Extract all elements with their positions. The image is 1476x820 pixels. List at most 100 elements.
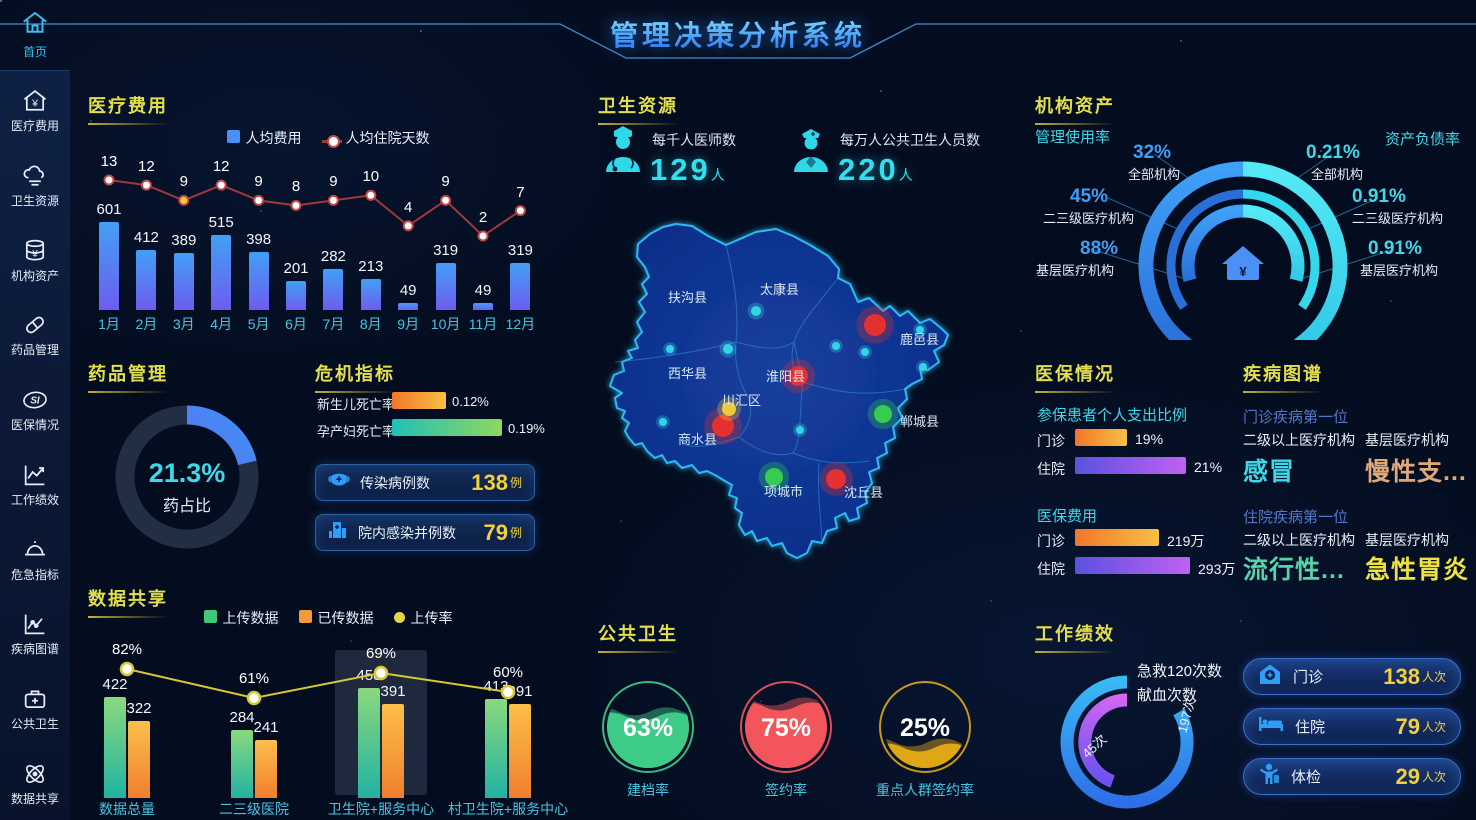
liquid-gauge-sign-rate[interactable]: 75% [738,679,834,775]
cost-bar[interactable] [99,222,119,310]
map-marker-yellow[interactable] [722,402,736,416]
sidebar-item-home[interactable]: 首页 [0,8,70,60]
sidebar-item-critical[interactable]: 危急指标 [11,536,59,582]
county-label: 鹿邑县 [900,332,939,347]
sidebar-item-data-share[interactable]: 数据共享 [11,760,59,806]
map-marker-green[interactable] [874,405,892,423]
transferred-bar[interactable] [509,704,531,798]
transferred-bar[interactable] [128,721,150,798]
map-marker-cyan[interactable] [832,342,840,350]
panel-title-insurance: 医保情况 [1035,360,1115,393]
map-outline[interactable] [609,223,949,559]
sidebar-item-public-health[interactable]: 公共卫生 [11,685,59,731]
crisis-bar-maternal[interactable] [392,419,502,436]
map-marker-cyan[interactable] [659,418,667,426]
insurance-bar[interactable] [1075,429,1127,446]
cost-bar[interactable] [286,281,306,310]
transferred-bar[interactable] [255,740,277,798]
cost-bar[interactable] [173,253,194,310]
sidebar-item-drug[interactable]: 药品管理 [11,311,59,357]
nurse-stat-value: 220人 [838,152,913,187]
infectious-cases-card[interactable]: 传染病例数 138 例 [315,464,535,501]
days-point-value: 8 [291,178,301,195]
house-yen-icon: ¥ [11,87,59,115]
map-marker-red[interactable] [788,366,808,386]
map-marker-red[interactable] [826,469,846,489]
map-marker-cyan[interactable] [751,306,761,316]
cost-bar[interactable] [323,269,344,310]
checkup-stat-card[interactable]: 体检 29 人次 [1243,758,1461,795]
cost-bar[interactable] [211,235,232,310]
legend-bar-swatch [226,130,240,143]
sidebar-item-performance[interactable]: 工作绩效 [11,461,59,507]
cost-bar[interactable] [248,252,269,310]
assets-callout-value: 0.91% [1368,238,1422,259]
liquid-gauge-key-group-rate[interactable]: 25% [877,679,973,775]
panel-title-public-health: 公共卫生 [598,620,678,653]
liquid-gauge-archive-rate[interactable]: 63% [600,679,696,775]
insurance-row-value: 293万 [1198,561,1236,577]
days-point-value: 9 [179,173,188,190]
assets-callout-label: 全部机构 [1128,167,1181,182]
hospital-infection-card[interactable]: 院内感染并例数 79 例 [315,514,535,551]
sidebar-item-disease[interactable]: 疾病图谱 [11,610,59,656]
transferred-bar[interactable] [382,704,404,798]
map-dots [656,302,930,496]
capsule-icon [11,311,59,339]
data-share-chart[interactable]: 422 322 数据总量 82% 284 241 二三级医院 61% 458 391 卫生院+服务中… [88,608,568,818]
map-marker-cyan[interactable] [796,426,804,434]
map-marker-cyan[interactable] [861,348,869,356]
panel-title-crisis: 危机指标 [315,360,395,393]
map-marker-cyan[interactable] [919,363,927,371]
disease-name: 流行性... [1243,556,1345,584]
sidebar-item-insurance[interactable]: SI 医保情况 [11,386,59,432]
assets-callout-label: 基层医疗机构 [1036,263,1115,278]
sidebar-item-assets[interactable]: ¥ 机构资产 [11,237,59,283]
insurance-bar[interactable] [1075,557,1190,574]
uploaded-bar[interactable] [104,697,126,798]
svg-text:SI: SI [30,396,40,407]
panel-title-disease: 疾病图谱 [1243,360,1323,393]
map-marker-cyan[interactable] [723,344,733,354]
cost-bar[interactable] [473,303,493,310]
insurance-bar[interactable] [1075,529,1159,546]
gauge-label: 建档率 [627,782,669,798]
cost-bar[interactable] [398,303,419,310]
cost-bar[interactable] [510,263,531,310]
insurance-section-header: 参保患者个人支出比例 [1037,407,1188,424]
category-label: 卫生院+服务中心 [327,801,435,817]
insurance-bar[interactable] [1075,457,1186,474]
inpatient-stat-card[interactable]: 住院 79 人次 [1243,708,1461,745]
map-marker-green[interactable] [765,468,783,486]
uploaded-bar[interactable] [485,699,507,798]
map-marker-red[interactable] [864,314,886,336]
map-marker-cyan[interactable] [666,345,674,353]
header-decor [0,23,1476,59]
assets-right-subtitle: 资产负债率 [1384,131,1460,148]
cost-bar-value: 201 [283,260,309,277]
cost-bar-value: 398 [246,231,272,248]
medkit-icon [11,685,59,713]
crisis-bar-newborn[interactable] [392,392,446,409]
cost-bar[interactable] [435,263,456,310]
insurance-row-label: 住院 [1037,461,1065,477]
home-icon [0,8,70,38]
outpatient-stat-card[interactable]: 门诊 138 人次 [1243,658,1461,695]
map-marker-cyan[interactable] [916,326,924,334]
gauge-label: 签约率 [765,782,807,798]
uploaded-bar[interactable] [231,730,253,798]
assets-gauge[interactable]: ¥ [1032,118,1462,340]
cost-bar-value: 319 [433,242,459,259]
medical-cost-chart[interactable]: 601 1月 412 2月 389 3月 515 4月 398 5月 201 6月 282 7月 213 8月… [88,148,566,338]
sidebar-item-medical-cost[interactable]: ¥ 医疗费用 [11,87,59,133]
drug-donut[interactable] [102,392,272,562]
sidebar-item-health-resource[interactable]: 卫生资源 [11,162,59,208]
cost-bar[interactable] [360,279,381,310]
map-marker-red[interactable] [712,415,734,437]
assets-callout-label: 二三级医疗机构 [1043,211,1135,226]
panel-title-health-resource: 卫生资源 [598,92,678,125]
uploaded-bar[interactable] [358,688,380,798]
cost-bar[interactable] [136,250,157,310]
performance-gauge[interactable] [1032,622,1232,820]
